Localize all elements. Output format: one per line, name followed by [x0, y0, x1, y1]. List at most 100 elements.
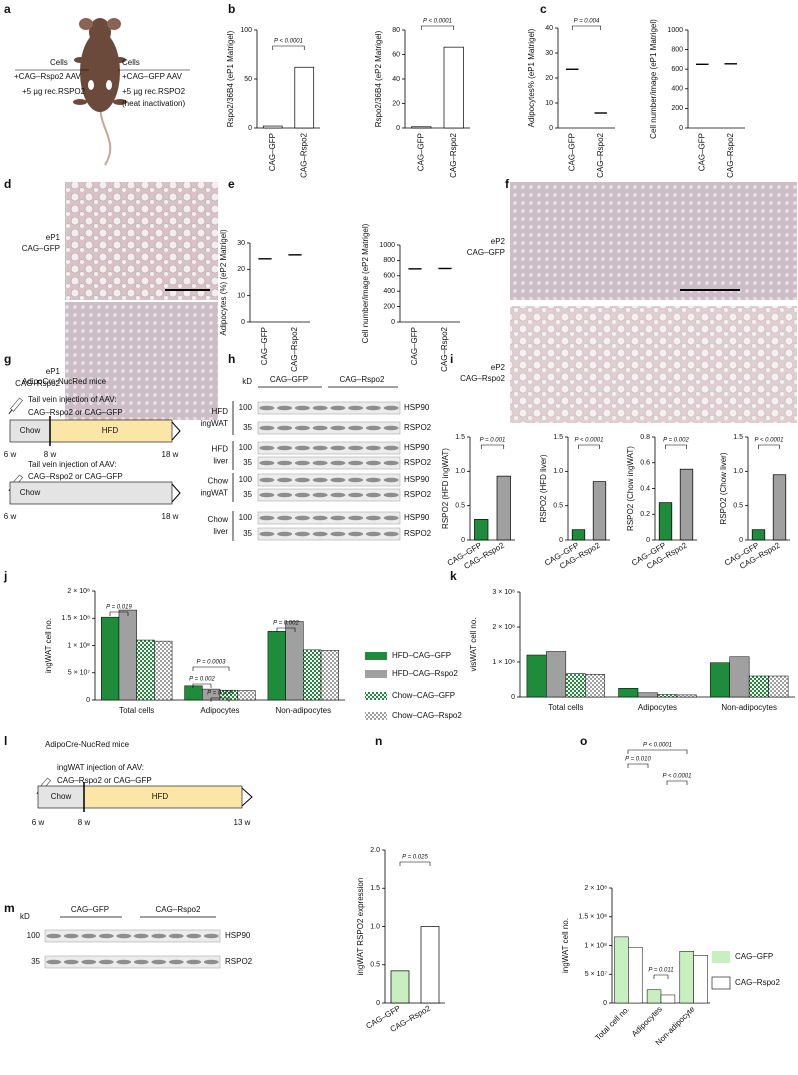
significance-bracket [571, 25, 602, 30]
bar [546, 651, 567, 698]
y-tick-label: 400 [671, 86, 683, 93]
significance-bracket [480, 444, 505, 449]
protein-label: RSPO2 [225, 957, 253, 966]
y-tick-label: 0 [376, 1000, 380, 1007]
bar [751, 529, 766, 541]
y-tick-label: 1 × 10⁸ [584, 942, 607, 949]
kd-label: 100 [239, 403, 253, 412]
band [348, 460, 364, 466]
x-tick-label: Non-adipocytes [721, 703, 777, 712]
band [365, 531, 381, 537]
band [383, 477, 399, 483]
kd-label: kD [20, 912, 30, 921]
kd-label: kD [242, 377, 252, 386]
protein-label: HSP90 [404, 513, 430, 522]
band [365, 515, 381, 521]
y-tick-label: 1.5 [733, 434, 743, 441]
band [259, 492, 275, 498]
phase: HFD [102, 426, 119, 435]
band [46, 959, 62, 965]
group-label: CAG–GFP [270, 375, 308, 384]
bar [101, 616, 120, 701]
band [365, 445, 381, 451]
band [330, 405, 346, 411]
tissue-label: liver [213, 457, 228, 466]
band [348, 531, 364, 537]
y-tick-label: 50 [244, 76, 252, 83]
significance-bracket [627, 763, 649, 768]
band [294, 492, 310, 498]
y-tick-label: 600 [671, 66, 683, 73]
y-tick-label: 0 [739, 537, 743, 544]
significance-bracket [653, 974, 669, 979]
band [348, 445, 364, 451]
y-tick-label: 40 [392, 76, 400, 83]
bar [136, 639, 155, 701]
band [348, 405, 364, 411]
tissue-label: HFD [212, 407, 229, 416]
band [348, 492, 364, 498]
y-tick-label: 0 [86, 697, 90, 704]
y-tick-label: 1000 [667, 27, 683, 34]
band [330, 425, 346, 431]
annotation: P = 0.008 [207, 691, 233, 697]
band [348, 515, 364, 521]
image-label: CAG–GFP [467, 248, 505, 257]
label: CAG–Rspo2 or CAG–GFP [57, 776, 152, 785]
y-tick-label: 3 × 10⁸ [492, 589, 515, 596]
y-axis-label: visWAT cell no. [469, 617, 478, 671]
protein-label: HSP90 [225, 931, 251, 940]
y-tick-label: 1.0 [455, 468, 465, 475]
label: +5 µg rec.RSPO2 [22, 87, 86, 96]
band [312, 425, 328, 431]
significance-bracket [665, 444, 687, 449]
kd-label: 35 [243, 423, 252, 432]
y-tick-label: 80 [392, 27, 400, 34]
y-tick-label: 0 [396, 125, 400, 132]
bar [496, 475, 511, 541]
band [277, 425, 293, 431]
bar [237, 690, 256, 701]
x-tick-label: CAG–Rspo2 [449, 132, 458, 177]
title: AdipoCre-NucRed mice [45, 740, 130, 749]
y-tick-label: 1 × 10⁸ [67, 642, 90, 649]
week: 18 w [162, 450, 179, 459]
band [365, 492, 381, 498]
histology-images: eP1 CAG–GFP eP1 CAG–Rspo2 eP2 CAG–GFP eP… [15, 182, 797, 423]
image [65, 302, 218, 420]
y-tick-label: 0.5 [370, 962, 380, 969]
band [98, 933, 114, 939]
band [330, 477, 346, 483]
annotation: P = 0.002 [663, 438, 689, 444]
x-tick-label: CAG–Rspo2 [726, 132, 735, 177]
band [383, 460, 399, 466]
significance-bracket [666, 780, 688, 785]
phase: HFD [152, 792, 169, 801]
week: 6 w [32, 818, 45, 827]
blot [257, 488, 401, 502]
band [294, 425, 310, 431]
band [330, 445, 346, 451]
band [365, 425, 381, 431]
label: +5 µg rec.RSPO2 [122, 87, 186, 96]
bar [748, 675, 769, 698]
band [259, 477, 275, 483]
band [259, 445, 275, 451]
significance-bracket [758, 444, 780, 449]
legend-label: CAG–Rspo2 [735, 978, 780, 987]
group-label: CAG–GFP [71, 905, 109, 914]
band [294, 405, 310, 411]
band [277, 492, 293, 498]
panel-letter: f [505, 177, 510, 191]
tissue-label: ingWAT [200, 419, 228, 428]
y-tick-label: 2 × 10⁸ [492, 624, 515, 631]
label: Cells [122, 58, 140, 67]
label: +CAG–Rspo2 AAV [14, 72, 81, 81]
significance-bracket [420, 25, 455, 30]
x-tick-label: Adipocytes [630, 1005, 664, 1039]
bar [267, 631, 286, 701]
band [348, 477, 364, 483]
protein-label: HSP90 [404, 475, 430, 484]
band [63, 959, 79, 965]
y-tick-label: 0 [241, 319, 245, 326]
